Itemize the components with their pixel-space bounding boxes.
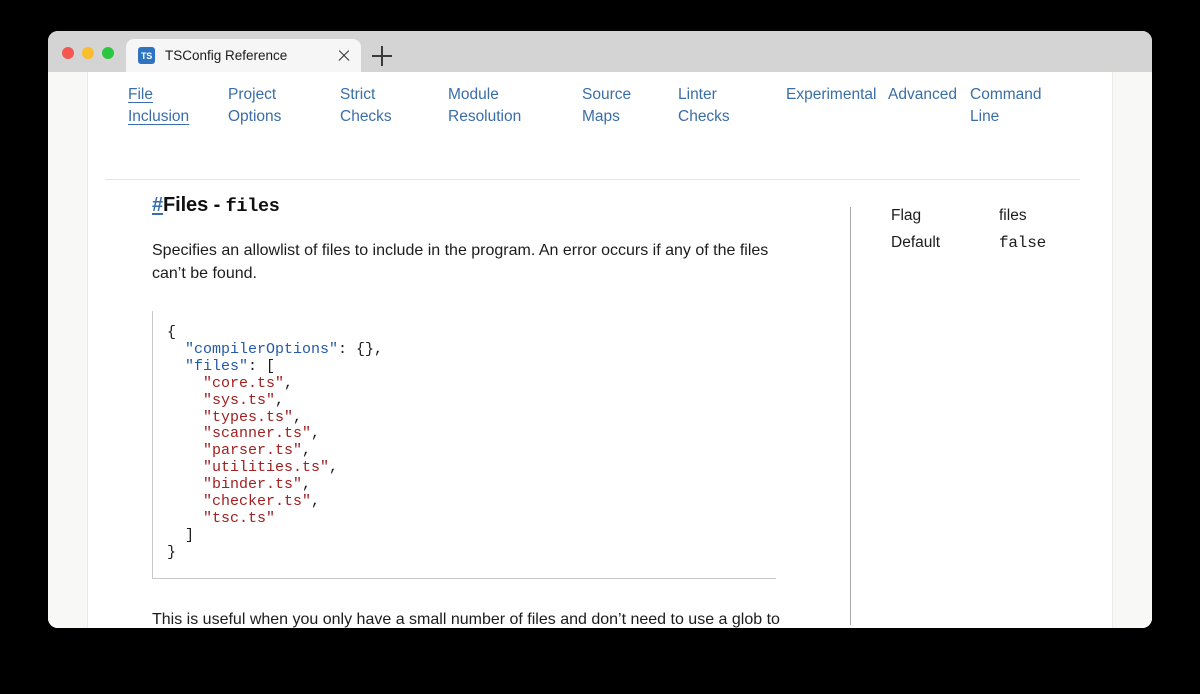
plus-icon[interactable] xyxy=(370,44,394,68)
code-token-string: "checker.ts" xyxy=(203,493,312,511)
page-title: #Files - files xyxy=(152,192,852,220)
code-token-string: "core.ts" xyxy=(203,374,285,392)
code-line: "utilities.ts", xyxy=(167,459,776,477)
nav-item-strict-checks[interactable]: Strict Checks xyxy=(340,86,392,125)
code-token-punct: , xyxy=(329,459,339,477)
code-token-punct: : [ xyxy=(248,357,276,375)
code-token-punct: , xyxy=(302,476,312,494)
close-window-button[interactable] xyxy=(62,47,74,59)
code-token-punct: , xyxy=(302,442,312,460)
code-token-punct: } xyxy=(167,543,177,561)
nav-item-command-line[interactable]: Command Line xyxy=(970,86,1042,125)
code-token-string: "binder.ts" xyxy=(203,476,303,494)
heading-text: Files - xyxy=(163,194,226,216)
code-token-punct: , xyxy=(284,374,294,392)
nav-divider xyxy=(105,179,1080,180)
code-line: } xyxy=(167,543,776,562)
intro-paragraph: Specifies an allowlist of files to inclu… xyxy=(152,242,769,282)
minimize-window-button[interactable] xyxy=(82,47,94,59)
table-row: Flag files xyxy=(891,207,1130,225)
tab-title: TSConfig Reference xyxy=(165,48,288,63)
meta-value-default: false xyxy=(999,234,1047,252)
code-token-punct: ] xyxy=(185,526,195,544)
code-token-key: "compilerOptions" xyxy=(185,340,339,358)
meta-label-default: Default xyxy=(891,234,941,251)
nav-item-advanced[interactable]: Advanced xyxy=(888,86,957,103)
code-token-punct: , xyxy=(311,493,321,511)
code-line: "scanner.ts", xyxy=(167,425,776,443)
code-token-punct: { xyxy=(167,324,177,341)
json-code-block: { "compilerOptions": {}, "files": [ "cor… xyxy=(152,311,776,579)
browser-titlebar: TS TSConfig Reference xyxy=(48,31,1152,72)
nav-item-linter-checks[interactable]: Linter Checks xyxy=(678,86,730,125)
code-line: "sys.ts", xyxy=(167,391,776,410)
code-line: ] xyxy=(167,526,776,545)
code-line: "core.ts", xyxy=(167,374,776,393)
page-viewport: File Inclusion Project Options Strict Ch… xyxy=(48,72,1152,628)
browser-tab[interactable]: TS TSConfig Reference xyxy=(126,39,361,72)
code-line: "tsc.ts" xyxy=(167,509,776,528)
meta-value-flag: files xyxy=(999,207,1027,224)
page-left-gutter xyxy=(48,72,88,628)
code-token-string: "scanner.ts" xyxy=(203,425,312,443)
browser-window: TS TSConfig Reference File Inclusion Pro… xyxy=(48,31,1152,628)
table-row: Default false xyxy=(891,234,1130,252)
heading-flag-name: files xyxy=(225,196,280,217)
close-icon[interactable] xyxy=(333,45,355,67)
code-line: "binder.ts", xyxy=(167,476,776,494)
category-nav: File Inclusion Project Options Strict Ch… xyxy=(128,84,1108,128)
code-token-punct: , xyxy=(275,391,285,409)
code-token-punct: , xyxy=(293,408,303,426)
nav-item-experimental[interactable]: Experimental xyxy=(786,86,877,103)
page-content: #Files - files Specifies an allowlist of… xyxy=(88,192,1112,628)
code-token-punct: , xyxy=(311,425,321,443)
code-token-string: "utilities.ts" xyxy=(203,459,330,477)
window-traffic-lights xyxy=(62,47,114,59)
heading-anchor-link[interactable]: # xyxy=(152,194,164,216)
code-token-string: "sys.ts" xyxy=(203,391,276,409)
code-line: "compilerOptions": {}, xyxy=(167,340,776,359)
code-token-string: "types.ts" xyxy=(203,408,294,426)
code-line: "files": [ xyxy=(167,357,776,376)
code-line: "types.ts", xyxy=(167,408,776,427)
nav-item-module-resolution[interactable]: Module Resolution xyxy=(448,86,522,125)
outro-paragraph: This is useful when you only have a smal… xyxy=(152,608,792,628)
page-right-gutter xyxy=(1112,72,1152,628)
code-line: { xyxy=(167,324,776,342)
code-token-string: "tsc.ts" xyxy=(203,509,276,527)
main-column: #Files - files Specifies an allowlist of… xyxy=(152,192,852,628)
code-line: "parser.ts", xyxy=(167,442,776,460)
nav-item-file-inclusion[interactable]: File Inclusion xyxy=(128,86,190,125)
code-token-string: "parser.ts" xyxy=(203,442,303,460)
outro-text-before: This is useful when you only have a smal… xyxy=(152,610,780,628)
meta-label-flag: Flag xyxy=(891,207,922,224)
flag-metadata-panel: Flag files Default false xyxy=(850,207,1130,625)
nav-item-source-maps[interactable]: Source Maps xyxy=(582,86,632,125)
code-line: "checker.ts", xyxy=(167,493,776,511)
code-token-key: "files" xyxy=(185,357,249,375)
code-token-punct: : {}, xyxy=(338,340,384,358)
nav-item-project-options[interactable]: Project Options xyxy=(228,86,282,125)
typescript-favicon-icon: TS xyxy=(138,47,155,64)
maximize-window-button[interactable] xyxy=(102,47,114,59)
